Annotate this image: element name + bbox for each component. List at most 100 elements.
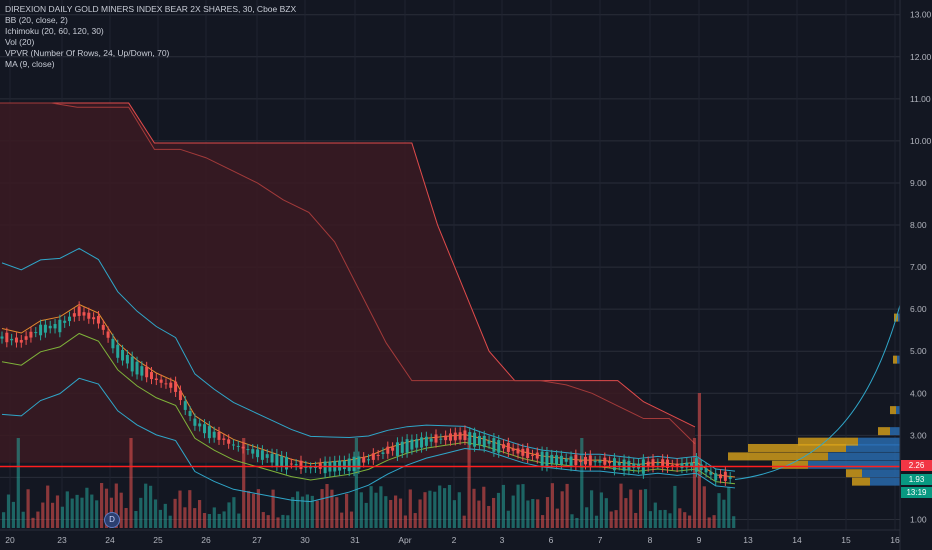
dividend-marker[interactable]: D [104, 512, 120, 528]
candle-body [477, 435, 481, 445]
candle-body [723, 471, 727, 481]
volume-bar [232, 497, 236, 528]
volume-bar [227, 502, 231, 528]
candle-body [43, 324, 47, 333]
volume-bar [237, 513, 241, 528]
legend-vpvr[interactable]: VPVR (Number Of Rows, 24, Up/Down, 70) [5, 48, 170, 58]
candle-body [72, 313, 76, 317]
volume-bar [447, 484, 452, 528]
y-tick-label: 11.00 [910, 94, 931, 104]
volume-bar [296, 491, 300, 528]
volume-bar [217, 513, 221, 528]
candle-body [424, 436, 428, 446]
volume-bar [129, 438, 133, 528]
vpvr-down-segment [893, 355, 897, 364]
volume-bar [75, 494, 79, 528]
volume-bar [124, 508, 128, 528]
volume-bar [242, 438, 246, 528]
vpvr-down-segment [890, 406, 896, 415]
candle-body [473, 432, 477, 447]
candle-body [145, 366, 149, 378]
volume-bar [207, 513, 211, 528]
volume-bar [482, 486, 486, 528]
candle-body [420, 437, 424, 448]
volume-bar [428, 490, 432, 528]
volume-bar [134, 510, 138, 528]
candle-body [622, 459, 626, 471]
volume-bar [51, 502, 55, 528]
volume-bar [369, 486, 373, 528]
vpvr-down-segment [748, 443, 846, 452]
candle-body [116, 344, 120, 358]
volume-bar [173, 498, 177, 528]
x-tick-label: 26 [201, 535, 211, 545]
volume-bar [683, 512, 687, 528]
volume-bar [114, 483, 118, 528]
candle-body [627, 460, 631, 471]
candle-body [516, 448, 520, 454]
candle-body [174, 381, 178, 392]
legend-bb[interactable]: BB (20, close, 2) [5, 15, 68, 25]
volume-bar [198, 500, 202, 528]
x-tick-label: 13 [743, 535, 753, 545]
volume-bar [692, 438, 697, 528]
volume-bar [594, 515, 599, 528]
x-tick-label: 30 [300, 535, 310, 545]
volume-bar [320, 489, 324, 528]
candle-body [690, 462, 694, 467]
volume-bar [443, 488, 447, 528]
volume-bar [16, 438, 20, 528]
vpvr-up-segment [870, 477, 900, 486]
candle-body [410, 439, 414, 450]
volume-bar [609, 511, 613, 528]
volume-bar [119, 492, 123, 528]
y-tick-label: 12.00 [910, 52, 932, 62]
volume-bar [379, 486, 383, 528]
candle-body [111, 338, 115, 349]
volume-bar [271, 489, 275, 528]
y-tick-label: 8.00 [910, 220, 927, 230]
volume-bar [158, 509, 162, 528]
legend-ma[interactable]: MA (9, close) [5, 59, 55, 69]
volume-bar [590, 490, 594, 528]
candle-body [584, 456, 588, 465]
volume-bar [46, 485, 50, 528]
vpvr-down-segment [852, 477, 870, 486]
legend-vol[interactable]: Vol (20) [5, 37, 35, 47]
volume-bar [300, 496, 305, 528]
vpvr-up-segment [896, 406, 900, 415]
candle-body [463, 430, 467, 441]
volume-bar [330, 489, 334, 528]
legend-ichimoku[interactable]: Ichimoku (20, 60, 120, 30) [5, 26, 104, 36]
volume-bar [144, 483, 148, 528]
volume-bar [496, 492, 501, 528]
candle-body [207, 426, 211, 439]
candle-body [289, 463, 293, 465]
candle-body [154, 378, 158, 381]
y-tick-label: 5.00 [910, 346, 927, 356]
candle-body [121, 349, 125, 361]
secondary-price-tag: 1.93 [901, 474, 932, 485]
candle-body [661, 459, 665, 468]
candle-body [371, 453, 375, 460]
candle-body [125, 354, 129, 364]
volume-bar [374, 492, 378, 528]
volume-bar [55, 495, 60, 528]
candle-body [135, 361, 139, 375]
candle-body [728, 476, 732, 479]
vpvr-up-segment [858, 437, 900, 446]
candle-body [448, 433, 452, 441]
volume-bar [364, 502, 368, 528]
x-tick-label: 3 [500, 535, 505, 545]
volume-bar [36, 511, 40, 528]
volume-bar [688, 515, 692, 528]
candle-body [140, 366, 144, 376]
volume-bar [653, 502, 657, 528]
candle-body [68, 316, 72, 322]
volume-bar [41, 502, 45, 528]
x-tick-label: 27 [252, 535, 262, 545]
volume-bar [163, 503, 167, 528]
volume-bar [452, 500, 456, 528]
candle-body [439, 438, 443, 440]
